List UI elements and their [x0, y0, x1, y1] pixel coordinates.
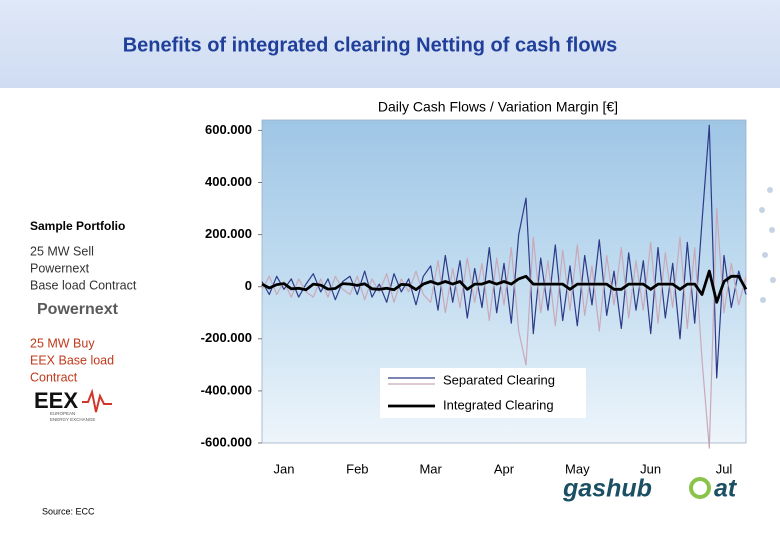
legend-label: Separated Clearing [443, 372, 555, 387]
x-tick-label: Apr [494, 461, 515, 476]
portfolio-heading: Sample Portfolio [30, 219, 125, 233]
x-tick-label: Mar [419, 461, 442, 476]
buy-text: Contract [30, 370, 78, 384]
series-line [261, 269, 748, 304]
eex-logo: EEX [34, 388, 78, 413]
gashub-logo-circle [689, 477, 711, 499]
side-dots [759, 187, 776, 303]
x-tick-label: May [565, 461, 590, 476]
source: Source: ECC [42, 506, 95, 516]
buy-text: 25 MW Buy [30, 336, 95, 350]
y-tick-label: -400.000 [201, 382, 252, 397]
legend: Separated Clearing Integrated Clearing [380, 368, 586, 418]
chart-title: Daily Cash Flows / Variation Margin [€] [378, 99, 618, 115]
y-tick-label: -200.000 [201, 330, 252, 345]
sell-text: Powernext [30, 261, 90, 275]
series-line [261, 208, 747, 449]
x-tick-label: Jun [640, 461, 661, 476]
gashub-logo: gashub [562, 475, 652, 503]
eex-spark [82, 388, 112, 413]
y-tick-label: 400.000 [205, 174, 252, 189]
x-tick-label: Jul [716, 461, 733, 476]
y-tick-label: 200.000 [205, 226, 252, 241]
series-line [261, 124, 747, 379]
slide-title: Benefits of integrated clearing Netting … [123, 34, 618, 56]
buy-text: EEX Base load [30, 353, 114, 367]
y-tick-label: 600.000 [205, 122, 252, 137]
legend-label: Integrated Clearing [443, 397, 554, 412]
eex-logo-sub: EUROPEAN [50, 411, 75, 416]
y-tick-label: 0 [245, 278, 252, 293]
plot: -600.000 -400.000 -200.000 0 200.000 400.000 6… [201, 122, 748, 476]
eex-logo-sub: ENERGY EXCHANGE [50, 417, 95, 422]
powernext-logo: Powernext [37, 301, 119, 318]
sell-text: 25 MW Sell [30, 244, 94, 258]
sell-text: Base load Contract [30, 278, 137, 292]
legend-box [380, 368, 586, 418]
x-tick-label: Jan [274, 461, 295, 476]
header-band [0, 0, 780, 88]
gashub-logo: at [714, 475, 738, 503]
y-tick-label: -600.000 [201, 434, 252, 449]
x-tick-label: Feb [346, 461, 368, 476]
